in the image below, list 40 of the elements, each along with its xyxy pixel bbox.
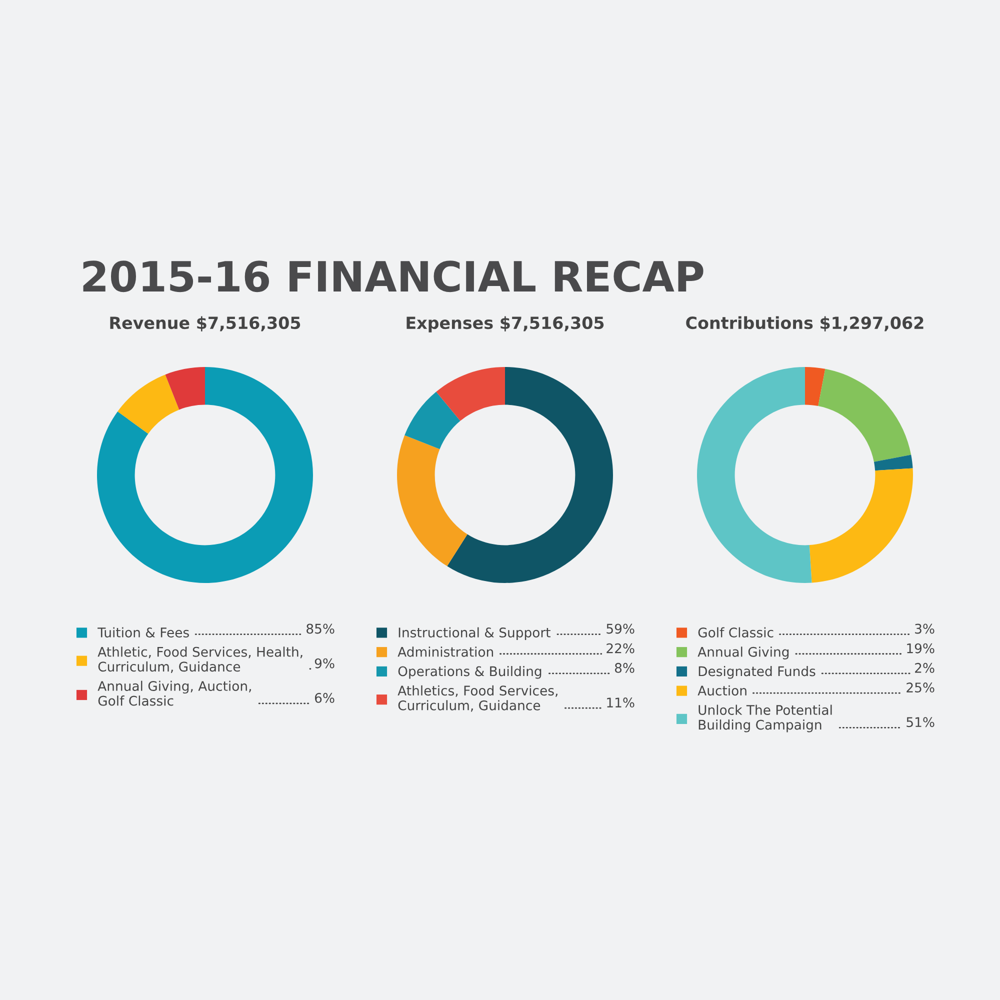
legend-label: Golf Classic <box>698 627 774 638</box>
data-label: 51% <box>906 717 934 728</box>
donut-slice <box>697 367 812 583</box>
donut-slice <box>447 367 613 583</box>
donut-slice <box>404 392 460 450</box>
donut-slice <box>165 367 205 410</box>
data-label: 2% <box>915 662 934 673</box>
donut-slice <box>805 367 826 406</box>
legend-label: Athletics, Food Services, Curriculum, Guidance <box>398 685 558 712</box>
data-label: 22% <box>606 643 634 654</box>
data-label: 8% <box>614 662 634 673</box>
chart-title: Revenue $7,516,305 <box>110 316 300 332</box>
chart-title: Contributions $1,297,062 <box>686 316 924 332</box>
data-label: 9% <box>314 658 334 668</box>
data-label: 11% <box>607 698 634 708</box>
legend-label: Annual Giving, Auction, Golf Classic <box>98 680 251 706</box>
legend-label: Administration <box>398 646 494 657</box>
legend-label: Unlock The Potential Building Campaign <box>698 704 832 732</box>
text: 2015-16 FINANCIAL RECAP <box>83 260 704 292</box>
donut-slice <box>809 468 913 583</box>
legend-label: Instructional & Support <box>398 627 550 640</box>
chart-title: Expenses $7,516,305 <box>406 316 604 332</box>
legend-label: Annual Giving <box>698 646 789 660</box>
legend-label: Operations & Building <box>398 666 542 679</box>
donut-slice <box>118 374 180 434</box>
data-label: 85% <box>306 624 334 634</box>
legend-label: Athletic, Food Services, Health, Curriculum, Guidance <box>98 646 302 673</box>
data-label: 3% <box>915 624 934 634</box>
data-label: 25% <box>906 682 934 693</box>
legend-label: Auction <box>698 685 746 696</box>
donut-slice <box>874 454 913 471</box>
legend-label: Designated Funds <box>698 666 816 679</box>
data-label: 59% <box>606 624 634 634</box>
donut-slice <box>397 435 468 566</box>
donut-slice <box>818 368 912 462</box>
legend-label: Tuition & Fees <box>98 627 189 638</box>
data-label: 19% <box>907 643 934 654</box>
donut-slice <box>97 367 313 583</box>
data-label: 6% <box>314 692 334 703</box>
donut-slice <box>436 367 505 421</box>
